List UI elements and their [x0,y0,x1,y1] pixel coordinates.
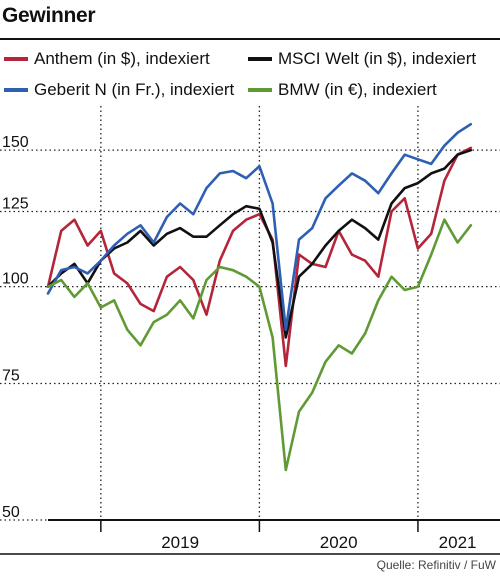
legend-label-geberit: Geberit N (in Fr.), indexiert [34,80,235,99]
chart-title: Gewinner [2,4,96,27]
legend-swatch-anthem [4,57,28,61]
series-line-geberit [46,122,473,332]
y-tick-label: 125 [2,196,29,213]
y-tick-label: 50 [2,504,20,521]
legend-swatch-msci [248,57,272,61]
x-tick-label: 2019 [161,533,199,552]
title-rule [0,38,500,40]
source-note: Quelle: Refinitiv / FuW [376,558,496,572]
legend-label-bmw: BMW (in €), indexiert [278,80,437,99]
legend-item-bmw: BMW (in €), indexiert [248,80,437,100]
y-tick-label: 75 [2,368,20,385]
x-tick-label: 2020 [320,533,358,552]
legend-item-anthem: Anthem (in $), indexiert [4,49,210,69]
legend-item-geberit: Geberit N (in Fr.), indexiert [4,80,234,100]
legend-item-msci: MSCI Welt (in $), indexiert [248,49,476,69]
legend-swatch-geberit [4,88,28,92]
series-line-bmw [46,218,473,472]
series-line-msci [46,148,473,339]
series-line-anthem [46,146,473,368]
y-tick-label: 150 [2,134,29,151]
legend-label-anthem: Anthem (in $), indexiert [34,49,210,68]
legend-label-msci: MSCI Welt (in $), indexiert [278,49,477,68]
legend-swatch-bmw [248,88,272,92]
x-tick-label: 2021 [439,533,477,552]
y-tick-label: 100 [2,271,29,288]
